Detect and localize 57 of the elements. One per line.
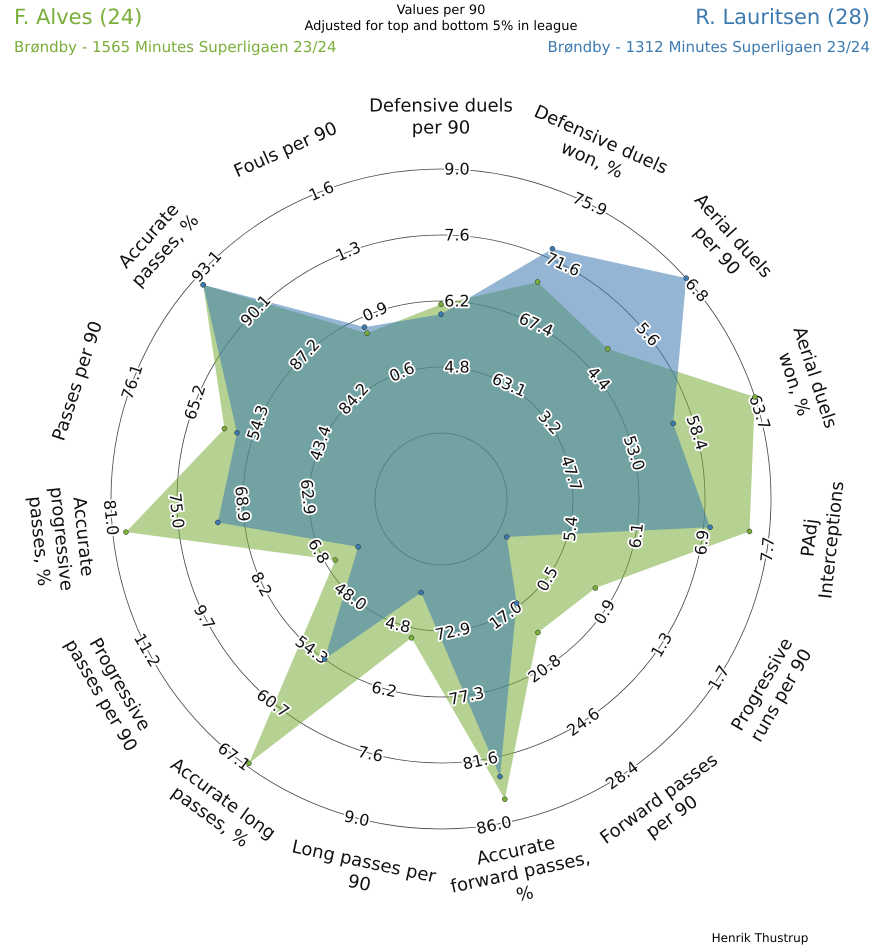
text: 68.9 — [231, 485, 254, 522]
text: 6.8 — [304, 535, 334, 567]
text: 9.0 — [342, 806, 372, 830]
text: 6.1 — [625, 522, 648, 550]
text: 7.7 — [756, 536, 778, 564]
text: 6.9 — [691, 528, 713, 556]
text: 43.4 — [306, 423, 335, 463]
spoke-label: PAdj Interceptions — [798, 480, 848, 600]
chart-title: Values per 90 — [396, 3, 486, 18]
spoke-label: Passes per 90 — [48, 318, 107, 444]
text: 7.6 — [356, 742, 385, 766]
text: 8.2 — [246, 568, 276, 600]
text: 4.8 — [444, 358, 470, 376]
spoke-label: Defensive duels per 90 — [369, 96, 513, 138]
text: 47.7 — [556, 454, 586, 494]
spoke-label: Aerial duels won, % — [774, 324, 842, 431]
text: 6.2 — [370, 677, 399, 702]
text: 5.6 — [632, 318, 664, 350]
text: 71.6 — [542, 248, 584, 280]
text: 75.0 — [165, 492, 188, 530]
text: 9.7 — [190, 601, 219, 633]
text: 75.9 — [570, 188, 610, 220]
text: 0.6 — [386, 358, 418, 386]
text: 1.7 — [704, 662, 734, 694]
text: 81.6 — [460, 748, 500, 774]
text: 0.5 — [532, 563, 562, 595]
text: R. Lauritsen (28) — [695, 5, 870, 29]
text: 58.4 — [682, 412, 712, 453]
text: 54.3 — [243, 402, 272, 442]
text: 4.8 — [383, 612, 412, 637]
text: 81.0 — [100, 498, 122, 536]
text: 62.9 — [296, 478, 320, 516]
text: 5.4 — [560, 515, 582, 542]
text: 0.9 — [360, 298, 391, 326]
text: 67.4 — [516, 308, 556, 341]
text: 65.2 — [180, 382, 210, 422]
text: 6.2 — [444, 292, 470, 310]
text: 1.3 — [332, 237, 364, 266]
text: 6.8 — [681, 274, 713, 306]
text: 63.1 — [489, 368, 530, 401]
text: Brøndby - 1565 Minutes Superligaen 23/24 — [14, 38, 336, 56]
text: Adjusted for top and bottom 5% in league — [304, 19, 578, 34]
text: 4.4 — [583, 362, 614, 394]
text: 1.3 — [647, 629, 676, 661]
text: 53.0 — [620, 433, 649, 473]
text: 76.1 — [118, 362, 147, 402]
text: 77.3 — [447, 683, 486, 709]
text: 48.0 — [330, 578, 370, 615]
text: 72.9 — [433, 618, 472, 644]
text: Brøndby - 1312 Minutes Superligaen 23/24 — [548, 38, 870, 56]
text: 3.2 — [534, 406, 566, 438]
spoke-label: Accurate progressive passes, % — [24, 486, 98, 592]
text: F. Alves (24) — [14, 5, 142, 29]
text: Henrik Thustrup — [712, 931, 808, 945]
text: 60.7 — [252, 685, 293, 722]
text: 0.9 — [590, 596, 620, 628]
spoke-label: Long passes per 90 — [290, 836, 438, 896]
